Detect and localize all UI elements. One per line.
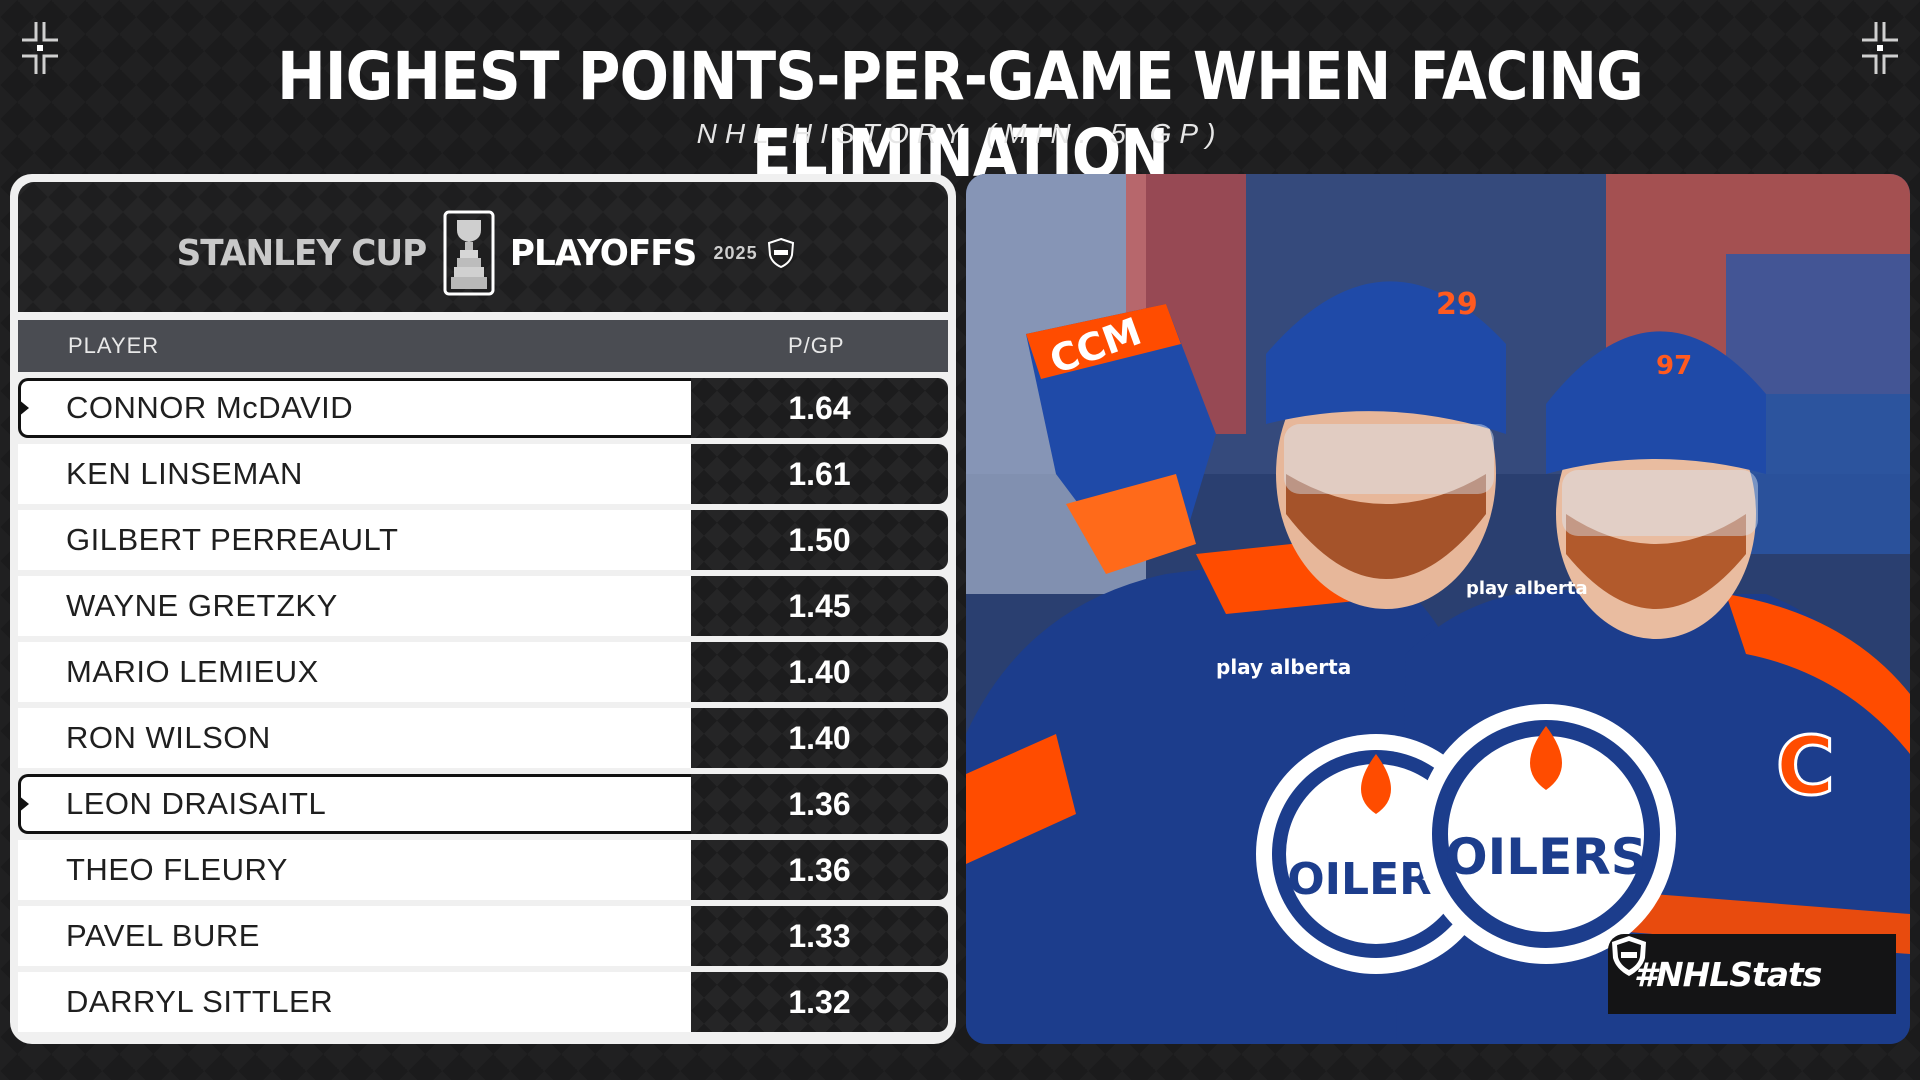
pgp-value: 1.33 (691, 906, 948, 966)
jersey-number: 97 (1656, 351, 1692, 381)
table-row: KEN LINSEMAN 1.61 (18, 444, 948, 504)
players-illustration: 29 97 CCM OILERS OILERS C play alberta p… (966, 174, 1910, 1044)
hashtag-badge: #NHLStats (1608, 934, 1896, 1014)
nhl-shield-icon (1612, 936, 1646, 976)
sponsor-patch: play alberta (1216, 655, 1351, 679)
hashtag-text: #NHLStats (1634, 954, 1822, 994)
table-row: GILBERT PERREAULT 1.50 (18, 510, 948, 570)
table-row: RON WILSON 1.40 (18, 708, 948, 768)
pgp-value: 1.32 (691, 972, 948, 1032)
nhl-shield-icon (767, 237, 794, 269)
page-subtitle: NHL HISTORY (MIN. 5 GP) (696, 118, 1224, 149)
logo-text-stanley-cup: STANLEY CUP (176, 232, 428, 274)
player-name: CONNOR McDAVID (18, 378, 691, 438)
pgp-value: 1.61 (691, 444, 948, 504)
pgp-value: 1.40 (691, 708, 948, 768)
pgp-value: 1.50 (691, 510, 948, 570)
table-row: CONNOR McDAVID 1.64 (18, 378, 948, 438)
player-name: MARIO LEMIEUX (18, 642, 691, 702)
captain-letter: C (1776, 720, 1835, 813)
players-celebration-photo: 29 97 CCM OILERS OILERS C play alberta p… (966, 174, 1910, 1044)
stanley-cup-icon (443, 210, 495, 296)
table-column-header: PLAYER P/GP (18, 320, 948, 372)
table-row: LEON DRAISAITL 1.36 (18, 774, 948, 834)
column-header-pgp: P/GP (788, 333, 845, 358)
jersey-number: 29 (1436, 287, 1478, 322)
pgp-value: 1.36 (691, 840, 948, 900)
pgp-value: 1.36 (691, 774, 948, 834)
column-header-player: PLAYER (68, 333, 160, 358)
corner-crosshair-icon (22, 22, 58, 74)
page-title: HIGHEST POINTS-PER-GAME WHEN FACING ELIM… (277, 38, 1644, 192)
player-name: LEON DRAISAITL (18, 774, 691, 834)
player-name: GILBERT PERREAULT (18, 510, 691, 570)
sponsor-patch: play alberta (1466, 578, 1588, 599)
player-name: DARRYL SITTLER (18, 972, 691, 1032)
logo-text-playoffs: PLAYOFFS (510, 232, 697, 274)
corner-crosshair-icon (1862, 22, 1898, 74)
table-row: THEO FLEURY 1.36 (18, 840, 948, 900)
logo-year: 2025 (713, 242, 758, 263)
player-name: PAVEL BURE (18, 906, 691, 966)
table-row: WAYNE GRETZKY 1.45 (18, 576, 948, 636)
playoffs-logo-header: STANLEY CUP PLAYOFFS 2025 (18, 182, 948, 312)
player-name: RON WILSON (18, 708, 691, 768)
pgp-value: 1.45 (691, 576, 948, 636)
player-name: THEO FLEURY (18, 840, 691, 900)
pgp-value: 1.64 (691, 378, 948, 438)
table-row: MARIO LEMIEUX 1.40 (18, 642, 948, 702)
table-rows: CONNOR McDAVID 1.64 KEN LINSEMAN 1.61 GI… (18, 378, 948, 1038)
oilers-logo-right: OILERS (1416, 704, 1676, 964)
player-name: KEN LINSEMAN (18, 444, 691, 504)
table-row: DARRYL SITTLER 1.32 (18, 972, 948, 1032)
table-row: PAVEL BURE 1.33 (18, 906, 948, 966)
player-name: WAYNE GRETZKY (18, 576, 691, 636)
stats-table-panel: STANLEY CUP PLAYOFFS 2025 PLAYER P/GP CO… (10, 174, 956, 1044)
pgp-value: 1.40 (691, 642, 948, 702)
svg-text:OILERS: OILERS (1445, 828, 1647, 886)
